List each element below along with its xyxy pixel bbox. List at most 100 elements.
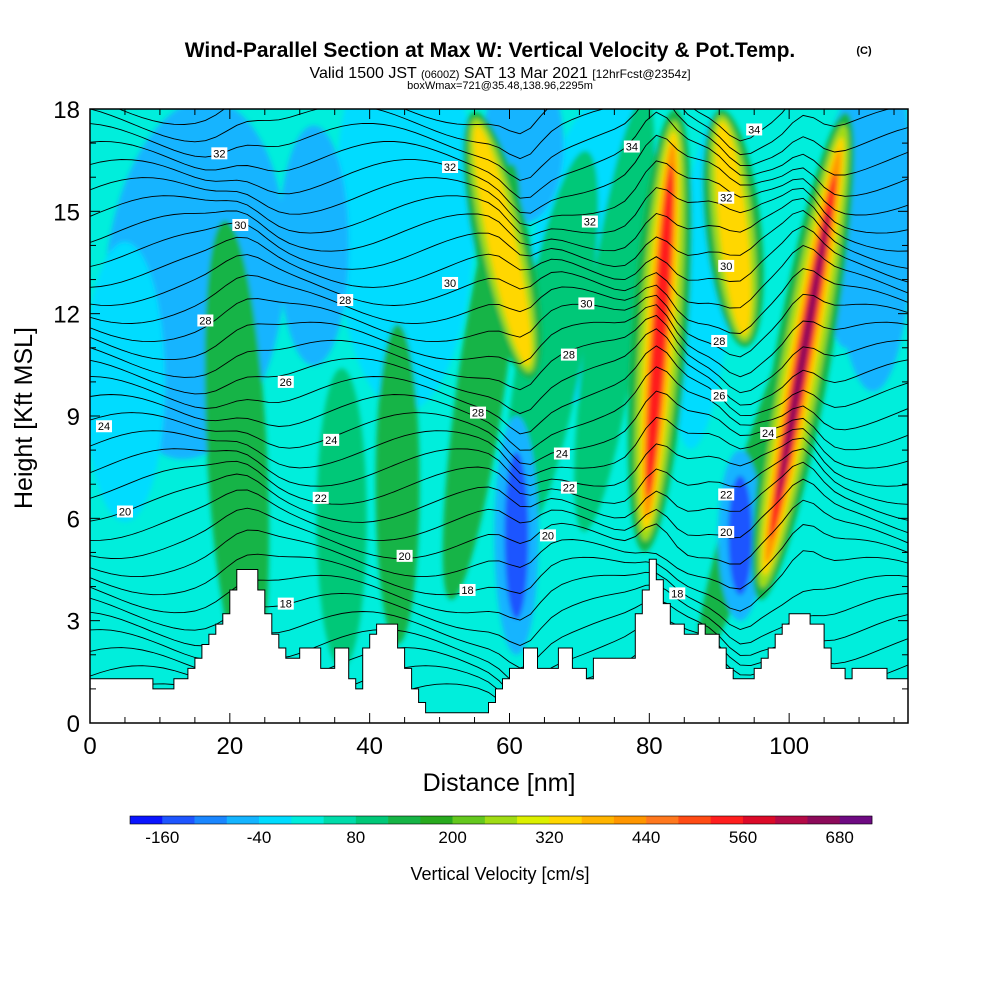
- updraft-band: [375, 324, 420, 645]
- contour-label: 24: [95, 420, 112, 433]
- contour-label-bg: [470, 406, 487, 419]
- contour-label-text: 20: [119, 507, 131, 519]
- colorbar-swatch: [226, 816, 260, 824]
- colorbar-swatch: [613, 816, 647, 824]
- contour-label-text: 30: [720, 261, 732, 273]
- contour-label-text: 22: [563, 483, 575, 495]
- theta-contour: [118, 109, 786, 142]
- contour-label-text: 28: [713, 336, 725, 348]
- contour-label: 20: [116, 505, 133, 519]
- colorbar-swatch: [452, 816, 486, 824]
- colorbar: [129, 815, 873, 825]
- colorbar-swatch: [291, 816, 324, 824]
- theta-contour: [90, 366, 908, 451]
- contour-label: 30: [442, 276, 459, 290]
- contour-label-text: 20: [398, 551, 410, 563]
- colorbar-swatch: [484, 816, 518, 824]
- x-axis: 0 20 40 60 80 100: [83, 109, 895, 760]
- colorbar-swatch: [355, 816, 389, 824]
- theta-contour: [90, 461, 908, 523]
- colorbar-swatch: [646, 816, 679, 824]
- colorbar-swatch: [839, 816, 873, 824]
- contour-label-bg: [669, 587, 686, 600]
- colorbar-swatch: [807, 816, 841, 824]
- contour-label-bg: [718, 488, 735, 501]
- colorbar-tick-label: -40: [247, 828, 272, 847]
- contour-label-bg: [211, 147, 228, 160]
- x-tick-label: 100: [769, 733, 809, 760]
- contour-label-text: 34: [626, 142, 638, 154]
- colorbar-tick-labels: -160 -40 80 200 320 440 560 680: [145, 828, 854, 847]
- colorbar-swatch: [130, 816, 163, 824]
- contour-label-bg: [95, 420, 112, 433]
- contour-label-text: 22: [315, 493, 327, 505]
- contour-label: 22: [312, 491, 329, 505]
- colorbar-tick-label: 560: [729, 828, 757, 847]
- y-tick-label: 18: [53, 97, 80, 124]
- contour-label-text: 28: [339, 295, 351, 307]
- theta-contour: [90, 293, 908, 358]
- colorbar-swatch: [259, 816, 292, 824]
- contour-label-text: 18: [671, 588, 683, 600]
- theta-contour: [90, 209, 908, 270]
- contour-label: 26: [711, 389, 728, 403]
- contour-label: 32: [442, 160, 459, 174]
- y-axis: 0 3 6 9 12 15 18: [53, 97, 908, 738]
- chart-title: Wind-Parallel Section at Max W: Vertical…: [185, 39, 796, 62]
- contour-label-text: 24: [325, 435, 337, 447]
- contour-label: 22: [718, 488, 735, 501]
- contour-label: 28: [560, 348, 577, 362]
- theta-contour: [90, 499, 908, 565]
- x-tick-label: 0: [83, 733, 96, 760]
- updraft-band: [204, 220, 270, 680]
- contour-label: 24: [553, 447, 570, 461]
- contour-label: 30: [718, 259, 735, 273]
- colorbar-swatch: [678, 816, 711, 824]
- colorbar-swatch: [549, 816, 582, 824]
- theta-contour: [90, 268, 908, 334]
- colorbar-tick-label: 200: [438, 828, 466, 847]
- contour-label-text: 24: [98, 421, 110, 433]
- contour-label-bg: [442, 160, 459, 173]
- contour-label-bg: [553, 447, 570, 460]
- downdraft-zone: [334, 109, 475, 412]
- y-tick-label: 6: [67, 506, 80, 533]
- contour-label-bg: [578, 297, 595, 310]
- contour-label-text: 26: [280, 377, 292, 389]
- contour-label-text: 18: [461, 585, 473, 597]
- y-tick-label: 0: [67, 711, 80, 738]
- theta-contour: [90, 160, 908, 227]
- contour-label: 18: [277, 597, 294, 611]
- theta-contour: [90, 187, 908, 237]
- contour-label: 18: [669, 587, 686, 600]
- theta-contour: [90, 328, 908, 415]
- contour-label-bg: [560, 481, 577, 494]
- colorbar-label: Vertical Velocity [cm/s]: [410, 864, 589, 884]
- contour-label-bg: [312, 491, 329, 504]
- contour-label-text: 20: [720, 527, 732, 539]
- contour-label-text: 32: [213, 148, 225, 160]
- contour-label: 34: [623, 140, 640, 154]
- colorbar-swatch: [742, 816, 776, 824]
- y-tick-label: 15: [53, 199, 80, 226]
- contour-label-bg: [197, 314, 214, 327]
- contour-label-bg: [746, 123, 763, 136]
- velocity-field: [90, 109, 908, 680]
- theta-contour: [90, 244, 908, 309]
- contour-label-bg: [396, 549, 413, 562]
- contour-label-bg: [277, 375, 294, 388]
- y-axis-label: Height [Kft MSL]: [10, 327, 38, 509]
- colorbar-swatch: [517, 816, 550, 824]
- updraft-core: [646, 164, 674, 497]
- contour-label-bg: [760, 427, 777, 440]
- contour-label-bg: [718, 259, 735, 272]
- contour-label: 24: [323, 433, 340, 447]
- colorbar-swatch: [194, 816, 228, 824]
- contour-label-text: 24: [762, 428, 774, 440]
- contour-label-bg: [711, 389, 728, 402]
- downdraft-core-inner: [504, 451, 529, 619]
- colorbar-swatch: [710, 816, 744, 824]
- colorbar-swatch: [581, 816, 615, 824]
- theta-contour: [90, 524, 908, 590]
- y-tick-label: 3: [67, 609, 80, 636]
